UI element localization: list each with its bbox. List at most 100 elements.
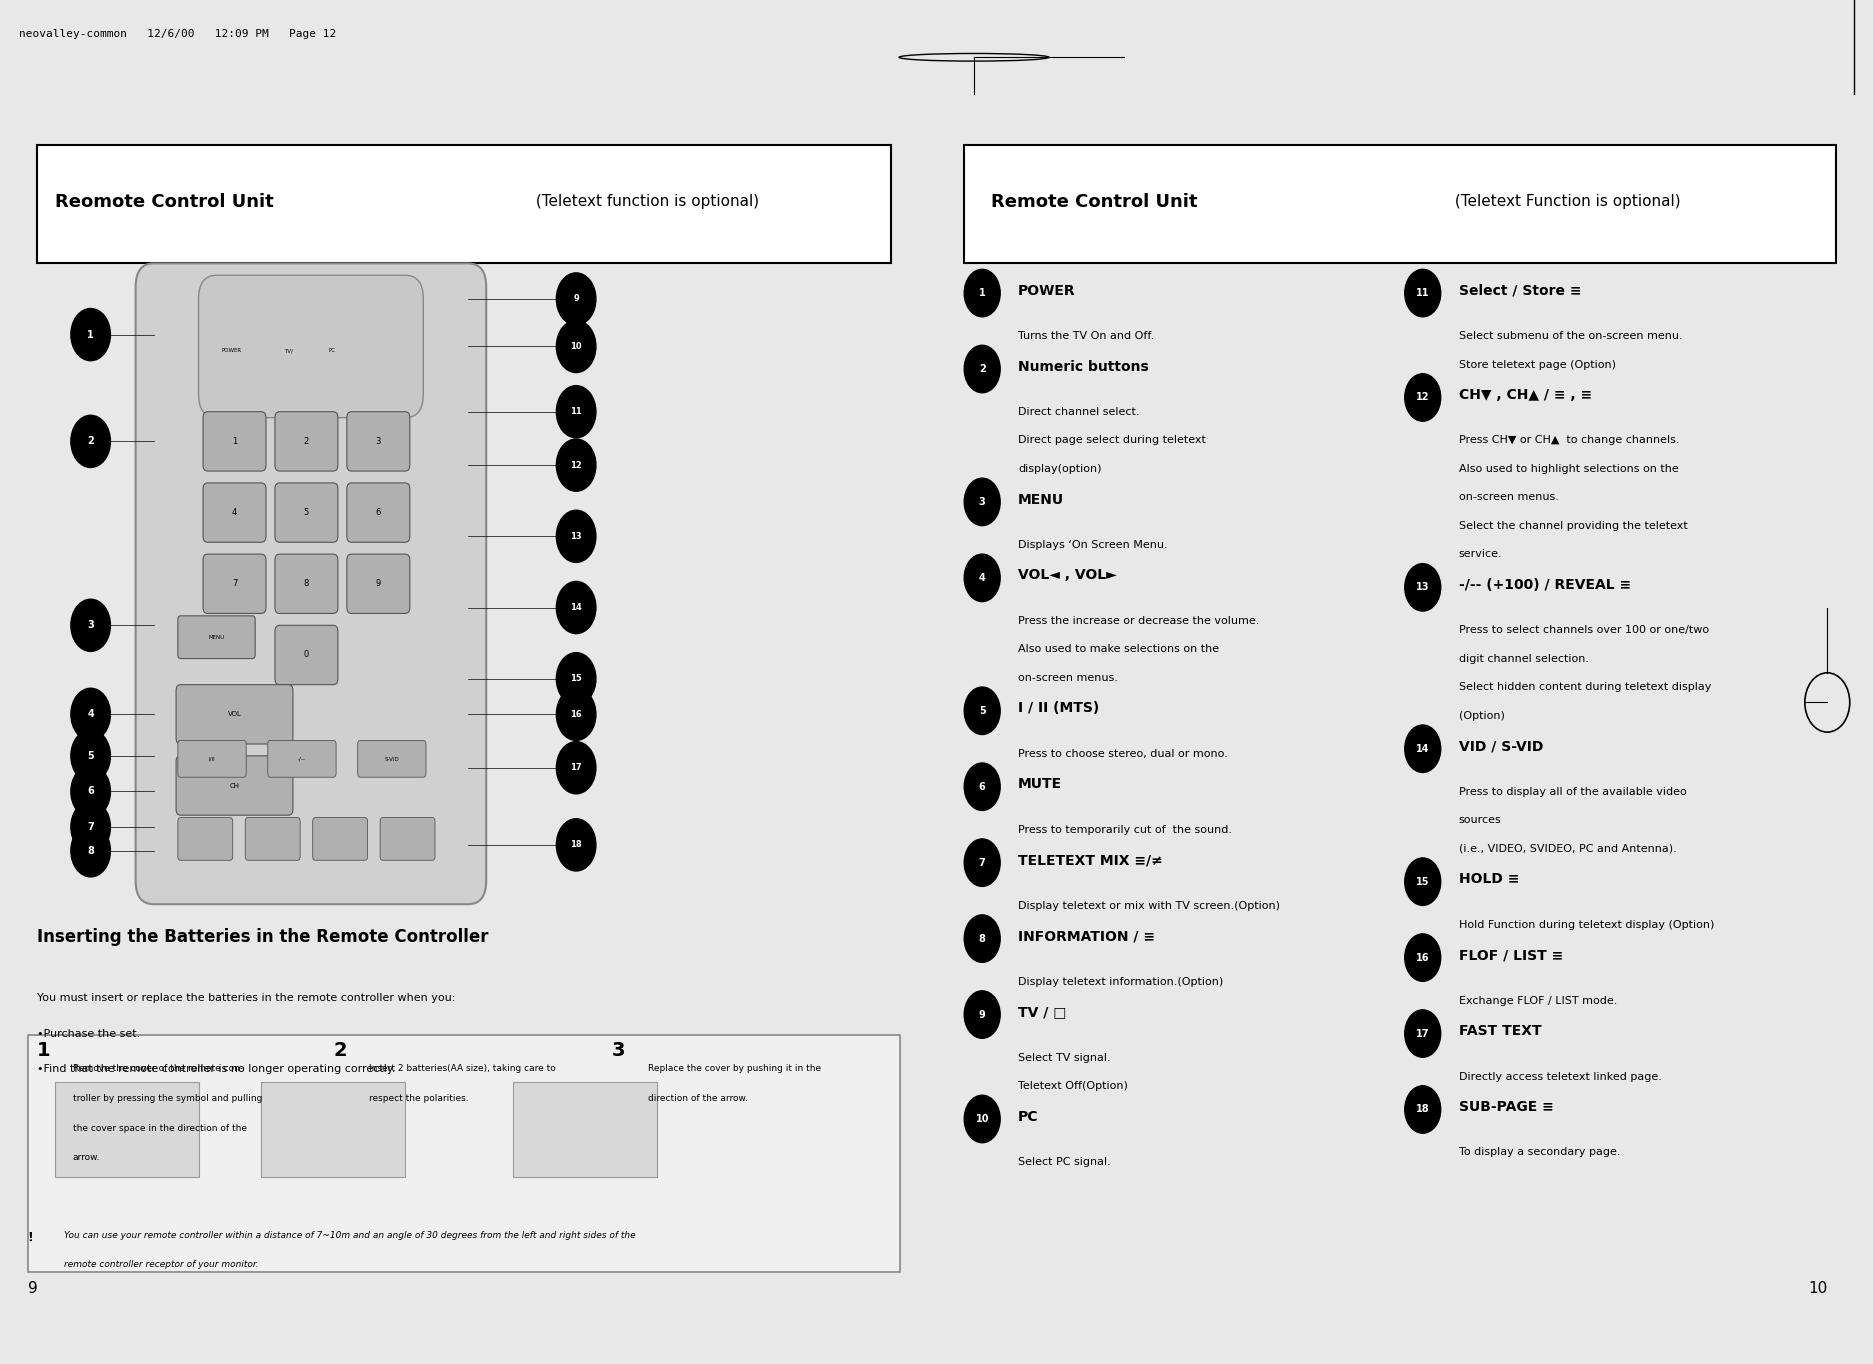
FancyBboxPatch shape	[202, 412, 266, 471]
Text: !: !	[28, 1230, 34, 1244]
Text: arrow.: arrow.	[73, 1154, 99, 1162]
FancyBboxPatch shape	[54, 1082, 199, 1177]
Text: SUB-PAGE ≡: SUB-PAGE ≡	[1459, 1101, 1553, 1114]
FancyBboxPatch shape	[513, 1082, 657, 1177]
Text: 18: 18	[569, 840, 583, 850]
FancyBboxPatch shape	[202, 483, 266, 543]
Text: 4: 4	[232, 509, 238, 517]
FancyBboxPatch shape	[275, 412, 337, 471]
Text: Directly access teletext linked page.: Directly access teletext linked page.	[1459, 1072, 1661, 1082]
Text: 15: 15	[1416, 877, 1429, 887]
Text: INFORMATION / ≡: INFORMATION / ≡	[1019, 929, 1156, 944]
Text: POWER: POWER	[1019, 284, 1075, 297]
Text: Press to choose stereo, dual or mono.: Press to choose stereo, dual or mono.	[1019, 749, 1229, 758]
Circle shape	[1405, 563, 1440, 611]
FancyBboxPatch shape	[313, 817, 367, 861]
FancyBboxPatch shape	[178, 817, 232, 861]
Text: Select / Store ≡: Select / Store ≡	[1459, 284, 1581, 297]
Circle shape	[965, 687, 1000, 734]
Text: PC: PC	[330, 348, 335, 353]
FancyBboxPatch shape	[275, 554, 337, 614]
Text: 3: 3	[980, 496, 985, 507]
FancyBboxPatch shape	[202, 554, 266, 614]
Circle shape	[71, 415, 111, 468]
Text: Insert 2 batteries(AA size), taking care to: Insert 2 batteries(AA size), taking care…	[369, 1064, 556, 1073]
Circle shape	[965, 990, 1000, 1038]
Text: MUTE: MUTE	[1019, 777, 1062, 791]
Text: 18: 18	[1416, 1105, 1429, 1114]
Text: •Find that the remote controller is no longer operating correctly.: •Find that the remote controller is no l…	[37, 1064, 395, 1075]
Text: •Purchase the set.: •Purchase the set.	[37, 1028, 140, 1039]
Text: You can use your remote controller within a distance of 7~10m and an angle of 30: You can use your remote controller withi…	[64, 1230, 635, 1240]
Text: 9: 9	[28, 1281, 37, 1296]
Text: 0: 0	[303, 651, 309, 659]
Text: Remote Control Unit: Remote Control Unit	[991, 192, 1197, 210]
Text: TV / □: TV / □	[1019, 1005, 1066, 1019]
Text: Press to display all of the available video: Press to display all of the available vi…	[1459, 787, 1686, 797]
FancyBboxPatch shape	[245, 817, 300, 861]
Text: Press to temporarily cut of  the sound.: Press to temporarily cut of the sound.	[1019, 825, 1232, 835]
Text: 10: 10	[569, 342, 583, 351]
Circle shape	[556, 386, 596, 438]
Text: 1: 1	[37, 1041, 51, 1060]
Text: remote controller receptor of your monitor.: remote controller receptor of your monit…	[64, 1260, 258, 1269]
Text: TELETEXT MIX ≡/≠: TELETEXT MIX ≡/≠	[1019, 854, 1163, 868]
FancyBboxPatch shape	[176, 685, 292, 743]
Text: 2: 2	[88, 436, 94, 446]
Text: Reomote Control Unit: Reomote Control Unit	[54, 192, 273, 210]
Text: (Teletext Function is optional): (Teletext Function is optional)	[1450, 194, 1680, 209]
Circle shape	[965, 269, 1000, 316]
Text: Direct channel select.: Direct channel select.	[1019, 406, 1139, 417]
Text: 3: 3	[88, 621, 94, 630]
Text: -/-- (+100) / REVEAL ≡: -/-- (+100) / REVEAL ≡	[1459, 578, 1631, 592]
Text: Select PC signal.: Select PC signal.	[1019, 1157, 1111, 1168]
Circle shape	[556, 321, 596, 372]
FancyBboxPatch shape	[347, 412, 410, 471]
Text: VOL: VOL	[227, 712, 242, 717]
Text: 16: 16	[569, 709, 583, 719]
Circle shape	[965, 915, 1000, 963]
Text: Displays ‘On Screen Menu.: Displays ‘On Screen Menu.	[1019, 540, 1167, 550]
Text: Numeric buttons: Numeric buttons	[1019, 360, 1148, 374]
Text: 17: 17	[569, 764, 583, 772]
Text: 5: 5	[303, 509, 309, 517]
Circle shape	[71, 801, 111, 852]
Circle shape	[71, 730, 111, 782]
Circle shape	[556, 652, 596, 705]
Text: VID / S-VID: VID / S-VID	[1459, 739, 1543, 753]
Circle shape	[1405, 726, 1440, 772]
Text: Hold Function during teletext display (Option): Hold Function during teletext display (O…	[1459, 919, 1714, 930]
Circle shape	[71, 308, 111, 360]
FancyBboxPatch shape	[275, 483, 337, 543]
FancyBboxPatch shape	[347, 483, 410, 543]
Text: 11: 11	[1416, 288, 1429, 299]
Text: display(option): display(option)	[1019, 464, 1101, 473]
Text: I / II (MTS): I / II (MTS)	[1019, 701, 1099, 715]
Text: PC: PC	[1019, 1109, 1040, 1124]
Text: 9: 9	[980, 1009, 985, 1019]
Text: (i.e., VIDEO, SVIDEO, PC and Antenna).: (i.e., VIDEO, SVIDEO, PC and Antenna).	[1459, 844, 1676, 854]
FancyBboxPatch shape	[262, 1082, 405, 1177]
Text: service.: service.	[1459, 550, 1502, 559]
Text: Turns the TV On and Off.: Turns the TV On and Off.	[1019, 331, 1154, 341]
Text: 3: 3	[376, 436, 380, 446]
Text: on-screen menus.: on-screen menus.	[1019, 672, 1118, 683]
Text: neovalley-common   12/6/00   12:09 PM   Page 12: neovalley-common 12/6/00 12:09 PM Page 1…	[19, 29, 335, 38]
Circle shape	[556, 273, 596, 325]
Text: Store teletext page (Option): Store teletext page (Option)	[1459, 360, 1616, 370]
Text: MENU: MENU	[1019, 492, 1064, 506]
Text: 16: 16	[1416, 952, 1429, 963]
Text: CH: CH	[230, 783, 240, 788]
Text: Teletext Off(Option): Teletext Off(Option)	[1019, 1082, 1128, 1091]
Text: 11: 11	[569, 408, 583, 416]
Circle shape	[556, 581, 596, 634]
Text: Press CH▼ or CH▲  to change channels.: Press CH▼ or CH▲ to change channels.	[1459, 435, 1680, 446]
Text: 2: 2	[980, 364, 985, 374]
Circle shape	[556, 510, 596, 562]
FancyBboxPatch shape	[358, 741, 425, 777]
Text: 1: 1	[232, 436, 238, 446]
FancyBboxPatch shape	[176, 756, 292, 816]
Text: 1: 1	[980, 288, 985, 299]
Text: 13: 13	[569, 532, 583, 540]
Text: (Option): (Option)	[1459, 711, 1504, 720]
